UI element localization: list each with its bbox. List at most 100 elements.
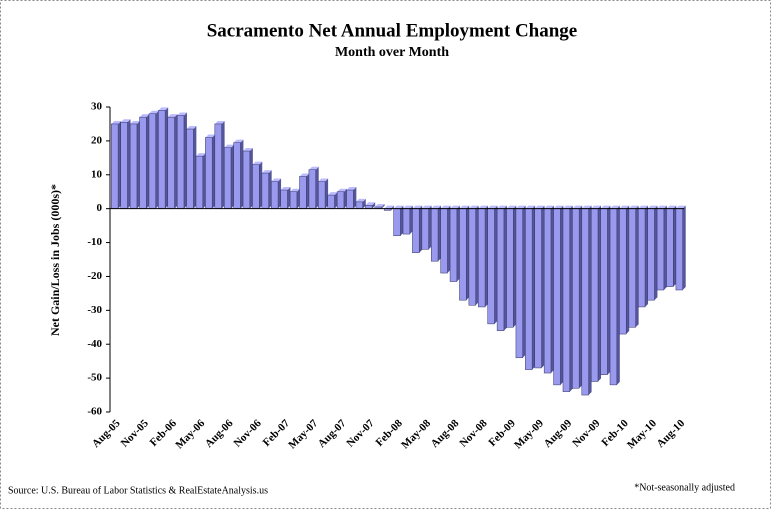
bar-top xyxy=(431,205,442,209)
bar-side xyxy=(165,107,169,209)
bar-top xyxy=(619,205,630,209)
bar-top xyxy=(318,178,329,182)
bar-side xyxy=(212,134,216,209)
bar-side xyxy=(569,205,573,392)
bar xyxy=(186,128,194,209)
bar-side xyxy=(259,161,263,209)
bar-side xyxy=(362,198,366,209)
bar-side xyxy=(513,205,517,328)
bar xyxy=(506,208,514,328)
bar xyxy=(656,208,665,291)
note: *Not-seasonally adjusted xyxy=(634,482,735,493)
bar xyxy=(261,172,269,209)
bar-top xyxy=(487,205,498,209)
bar xyxy=(525,208,533,370)
chart-title: Sacramento Net Annual Employment Change xyxy=(207,20,578,41)
bar-top xyxy=(233,139,244,143)
bar-top xyxy=(186,126,197,130)
bar-side xyxy=(673,205,677,287)
bar-side xyxy=(550,205,554,374)
bar-top xyxy=(638,205,649,209)
bar xyxy=(308,169,316,209)
bar-side xyxy=(485,205,489,307)
bar-top xyxy=(252,161,263,165)
bar-side xyxy=(475,205,479,306)
bar-top xyxy=(374,203,385,207)
bar-top xyxy=(572,205,583,209)
bar-top xyxy=(355,198,366,202)
y-tick-label: -40 xyxy=(87,338,102,350)
bar-top xyxy=(243,148,253,152)
chart-subtitle: Month over Month xyxy=(335,45,449,60)
bar-top xyxy=(271,178,282,182)
y-tick-label: -30 xyxy=(87,304,102,316)
bar-side xyxy=(419,205,423,253)
bar-side xyxy=(616,205,620,385)
bar xyxy=(543,208,552,374)
bar-top xyxy=(600,205,611,209)
bar-top xyxy=(525,205,536,209)
bar xyxy=(327,194,335,209)
bar-side xyxy=(541,205,545,368)
bar-side xyxy=(240,139,244,209)
bar-top xyxy=(403,205,413,209)
bar xyxy=(271,181,279,209)
bar xyxy=(223,147,232,209)
bar-top xyxy=(299,173,310,177)
bar-top xyxy=(666,205,677,209)
bar-side xyxy=(682,205,686,290)
bar xyxy=(365,205,373,209)
bar-top xyxy=(657,205,667,209)
y-tick-label: -50 xyxy=(87,372,102,384)
bar-top xyxy=(675,205,686,209)
bar-side xyxy=(193,126,197,209)
bar-side xyxy=(597,205,601,382)
bar xyxy=(572,208,580,389)
bar xyxy=(628,208,636,328)
bar-top xyxy=(365,202,376,206)
bar-side xyxy=(296,188,300,209)
bar-top xyxy=(534,205,545,209)
bar xyxy=(496,208,505,331)
bar-side xyxy=(136,120,140,209)
y-tick-label: -60 xyxy=(87,406,102,418)
bar-side xyxy=(663,205,667,290)
bar-top xyxy=(167,114,178,118)
bar-top xyxy=(111,120,122,124)
bar-top xyxy=(290,188,300,192)
bar xyxy=(355,201,363,209)
bar xyxy=(449,208,458,282)
bar-top xyxy=(384,205,394,209)
bar-top xyxy=(214,120,225,124)
bar-side xyxy=(466,205,470,301)
bar-top xyxy=(440,205,451,209)
y-axis-label: Net Gain/Loss in Jobs (000s)* xyxy=(48,184,62,336)
bar-top xyxy=(628,205,639,209)
bar xyxy=(609,208,618,386)
source: Source: U.S. Bureau of Labor Statistics … xyxy=(8,485,268,496)
bar xyxy=(553,208,561,386)
bar xyxy=(195,155,204,209)
bar-side xyxy=(503,205,507,331)
bar xyxy=(280,189,288,209)
bar-top xyxy=(224,144,235,148)
bar-top xyxy=(177,112,187,116)
bar-side xyxy=(118,120,122,209)
bar-side xyxy=(315,166,319,209)
bar-side xyxy=(381,203,385,209)
bar-side xyxy=(390,205,394,211)
bar-top xyxy=(421,205,432,209)
bar-side xyxy=(588,205,592,396)
y-tick-label: 20 xyxy=(91,134,103,146)
bar xyxy=(647,208,655,301)
bar xyxy=(440,208,448,274)
bar-side xyxy=(607,205,611,375)
bar xyxy=(581,208,589,396)
bar-side xyxy=(522,205,526,358)
bar-top xyxy=(515,205,526,209)
bar-top xyxy=(581,205,592,209)
bar-side xyxy=(400,205,404,236)
bar xyxy=(299,176,307,209)
bar xyxy=(120,122,128,209)
